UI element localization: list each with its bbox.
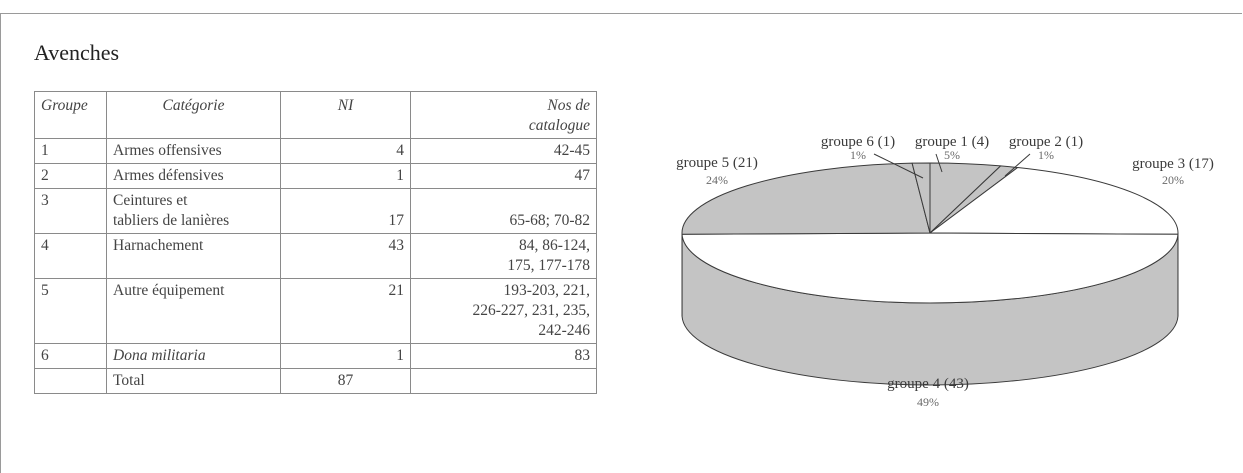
table-row: 2 Armes défensives 1 47 bbox=[34, 163, 597, 189]
table-row: Total 87 bbox=[34, 368, 597, 394]
table-row: 6 Dona militaria 1 83 bbox=[34, 343, 597, 369]
cell-ni-text: 17 bbox=[388, 212, 405, 229]
cell-categorie-text: Ceintures et tabliers de lanières bbox=[113, 192, 230, 229]
header-catalogue-line-2: catalogue bbox=[528, 117, 590, 134]
cell-categorie: Autre équipement bbox=[106, 278, 281, 344]
header-catalogue-line-1: Nos de bbox=[547, 97, 590, 114]
pie-leaders-group bbox=[873, 153, 1031, 179]
cell-catalogue: 47 bbox=[410, 163, 597, 189]
cell-groupe: 1 bbox=[34, 138, 107, 164]
pie-percent-groupe-6-1: 1% bbox=[850, 148, 866, 162]
cell-catalogue bbox=[410, 368, 597, 394]
cell-ni: 4 bbox=[280, 138, 411, 164]
cell-categorie: Armes offensives bbox=[106, 138, 281, 164]
pie-percent-groupe-3-17: 20% bbox=[1162, 173, 1184, 187]
pie-label-groupe-2-1: groupe 2 (1) bbox=[1009, 134, 1083, 150]
header-categorie: Catégorie bbox=[106, 91, 281, 139]
cell-ni: 87 bbox=[280, 368, 411, 394]
pie-percent-groupe-5-21: 24% bbox=[706, 173, 728, 187]
cell-catalogue: 65-68; 70-82 bbox=[410, 188, 597, 234]
pie-top-group bbox=[681, 162, 1179, 304]
cell-catalogue: 84, 86-124, 175, 177-178 bbox=[410, 233, 597, 279]
cell-ni: 43 bbox=[280, 233, 411, 279]
pie-percent-groupe-1-4: 5% bbox=[944, 148, 960, 162]
cell-categorie: Armes défensives bbox=[106, 163, 281, 189]
table-header-row: Groupe Catégorie NI Nos de catalogue bbox=[34, 91, 597, 139]
cell-catalogue-text: 65-68; 70-82 bbox=[509, 212, 590, 229]
header-catalogue: Nos de catalogue bbox=[410, 91, 597, 139]
pie-labels-group: groupe 1 (4)5%groupe 2 (1)1%groupe 3 (17… bbox=[676, 134, 1214, 409]
pie-slice-groupe-5-21 bbox=[681, 162, 931, 235]
pie-percent-groupe-2-1: 1% bbox=[1038, 148, 1054, 162]
cell-groupe: 6 bbox=[34, 343, 107, 369]
catalogue-table: Groupe Catégorie NI Nos de catalogue 1 Ar… bbox=[34, 91, 597, 394]
cell-catalogue-text: 193-203, 221, 226-227, 231, 235, 242-246 bbox=[472, 282, 590, 339]
cell-categorie: Total bbox=[106, 368, 281, 394]
pie-slice-groupe-4-43 bbox=[681, 232, 1179, 304]
cell-groupe bbox=[34, 368, 107, 394]
cell-catalogue: 42-45 bbox=[410, 138, 597, 164]
cell-catalogue-text: 84, 86-124, 175, 177-178 bbox=[507, 237, 590, 274]
cell-groupe: 2 bbox=[34, 163, 107, 189]
pie-leader-groupe-2-1 bbox=[1004, 153, 1031, 177]
pie-label-groupe-6-1: groupe 6 (1) bbox=[821, 134, 895, 150]
pie-slice-groupe-3-17 bbox=[929, 167, 1179, 235]
pie-label-groupe-3-17: groupe 3 (17) bbox=[1132, 156, 1214, 172]
cell-categorie: Ceintures et tabliers de lanières bbox=[106, 188, 281, 234]
cell-categorie: Dona militaria bbox=[106, 343, 281, 369]
cell-catalogue: 83 bbox=[410, 343, 597, 369]
figure-frame bbox=[0, 13, 1242, 473]
pie-slice-groupe-6-1 bbox=[911, 162, 931, 234]
pie-label-groupe-1-4: groupe 1 (4) bbox=[915, 134, 989, 150]
table-row: 4 Harnachement 43 84, 86-124, 175, 177-1… bbox=[34, 233, 597, 279]
pie-label-groupe-4-43: groupe 4 (43) bbox=[887, 376, 969, 392]
pie-leader-groupe-1-4 bbox=[935, 153, 943, 173]
table-row: 1 Armes offensives 4 42-45 bbox=[34, 138, 597, 164]
pie-percent-groupe-4-43: 49% bbox=[917, 395, 939, 409]
pie-label-groupe-5-21: groupe 5 (21) bbox=[676, 155, 758, 171]
figure-title: Avenches bbox=[34, 40, 120, 65]
pie-leader-groupe-6-1 bbox=[873, 153, 924, 179]
